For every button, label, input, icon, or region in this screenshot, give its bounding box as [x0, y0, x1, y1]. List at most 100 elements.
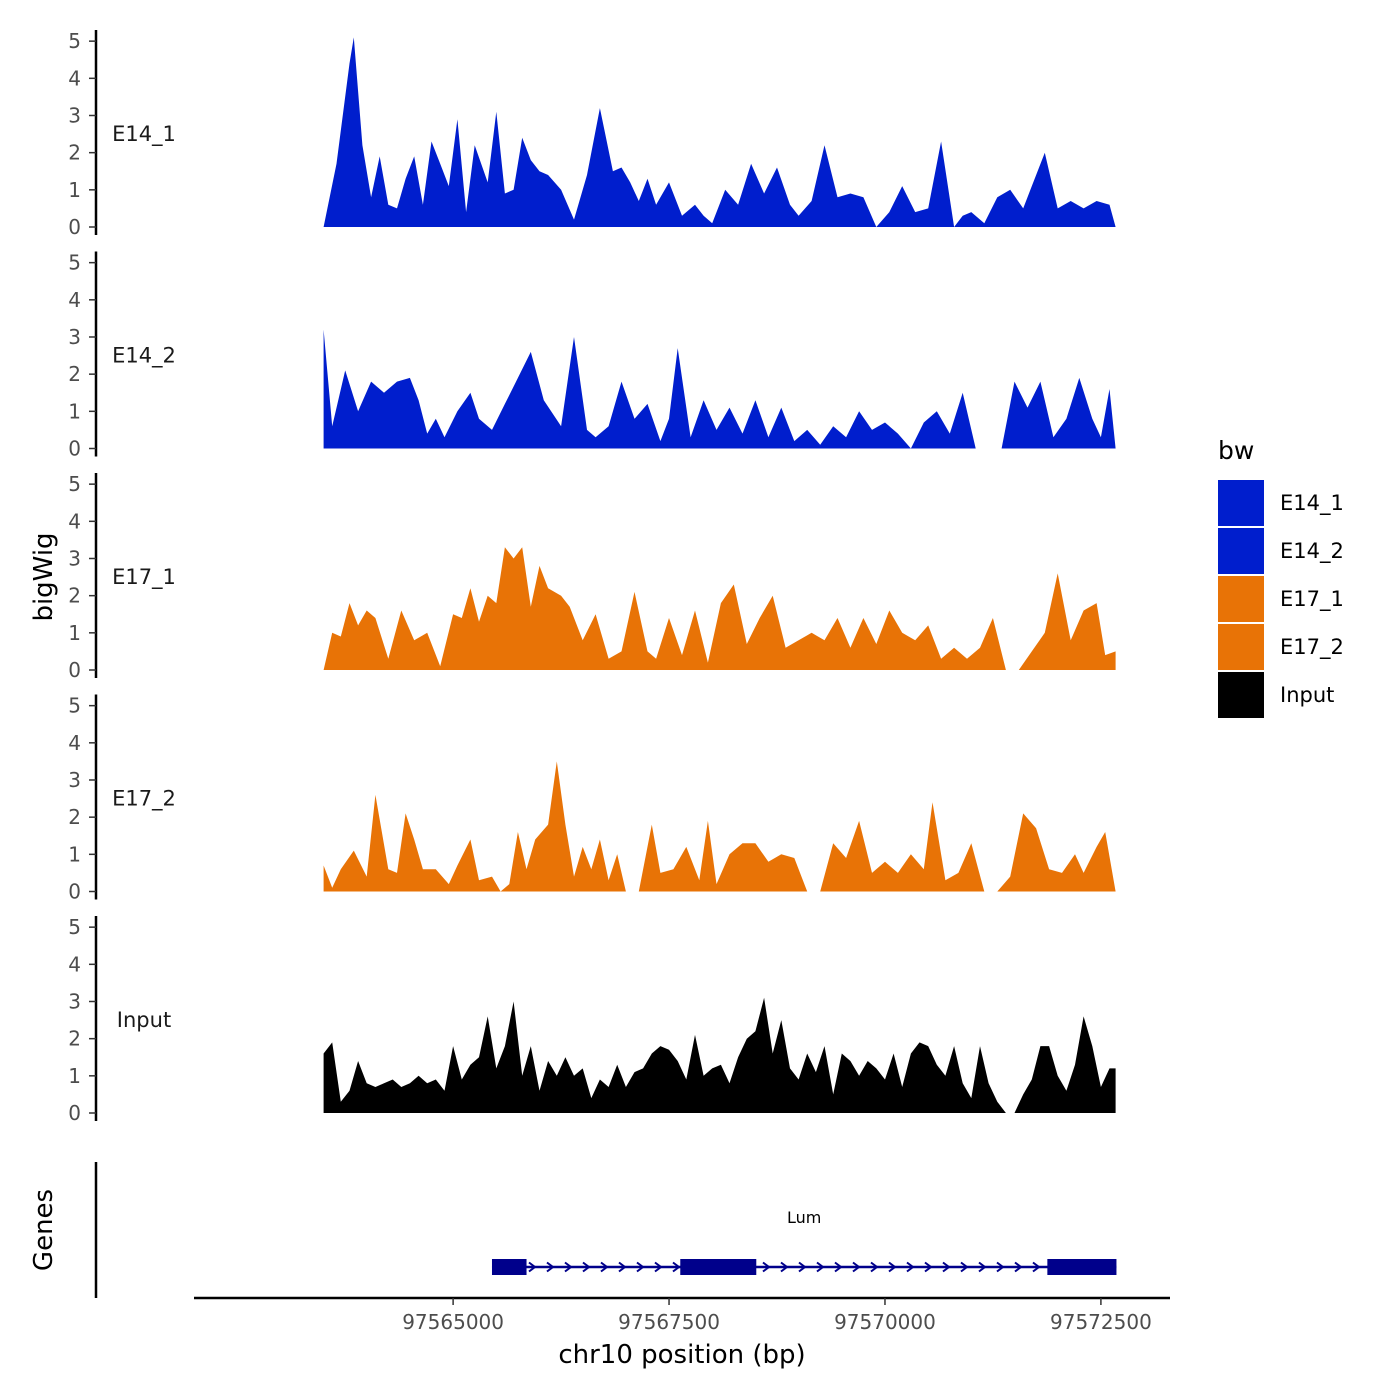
- strand-arrow: [816, 1261, 825, 1273]
- y-tick-label: 3: [68, 325, 81, 349]
- coverage-area-input: [323, 997, 1116, 1113]
- legend-items: E14_1 E14_2 E17_1 E17_2 Input: [1218, 480, 1344, 718]
- y-tick-label: 4: [68, 731, 81, 755]
- strand-arrow: [798, 1261, 807, 1273]
- track-label-e14-1: E14_1: [112, 122, 176, 147]
- strand-arrow: [1032, 1261, 1041, 1273]
- y-tick-label: 5: [68, 694, 81, 718]
- y-tick-label: 3: [68, 546, 81, 570]
- gene-model-lum: [491, 1259, 1117, 1275]
- legend-label: E14_1: [1280, 491, 1344, 516]
- track-label-e17-1: E17_1: [112, 565, 176, 590]
- strand-arrow: [870, 1261, 879, 1273]
- legend-entry-input: Input: [1218, 672, 1334, 718]
- y-tick-label: 0: [68, 437, 81, 461]
- x-tick-label: 97565000: [402, 1310, 504, 1334]
- legend-entry-e17-2: E17_2: [1218, 624, 1344, 670]
- y-axis-title: bigWig: [29, 532, 59, 621]
- legend-entry-e14-2: E14_2: [1218, 528, 1344, 574]
- y-tick-label: 5: [68, 915, 81, 939]
- coverage-tracks: 0 1 2 3 4 5 E14_1 0 1 2 3 4 5 E14_2 0 1 2 3 4 5 E17_1 0 1 2 3 4 5 E…: [68, 29, 1116, 1125]
- y-tick-label: 2: [68, 584, 81, 608]
- legend-label: E17_1: [1280, 587, 1344, 612]
- strand-arrow: [852, 1261, 861, 1273]
- legend-entry-e14-1: E14_1: [1218, 480, 1344, 526]
- track-input: 0 1 2 3 4 5 Input: [68, 915, 1116, 1125]
- strand-arrow: [978, 1261, 987, 1273]
- x-tick-label: 97567500: [618, 1310, 720, 1334]
- y-tick-label: 2: [68, 141, 81, 165]
- legend: bw E14_1 E14_2 E17_1 E17_2 Input: [1218, 436, 1344, 718]
- y-tick-label: 4: [68, 952, 81, 976]
- y-tick-label: 5: [68, 29, 81, 53]
- strand-arrow: [528, 1261, 537, 1273]
- strand-arrow: [654, 1261, 663, 1273]
- y-tick-label: 4: [68, 288, 81, 312]
- strand-arrow: [942, 1261, 951, 1273]
- gene-exon-1: [491, 1259, 527, 1275]
- strand-arrow: [600, 1261, 609, 1273]
- legend-label: E17_2: [1280, 635, 1344, 660]
- legend-title: bw: [1218, 436, 1254, 465]
- strand-arrow: [960, 1261, 969, 1273]
- legend-entry-e17-1: E17_1: [1218, 576, 1344, 622]
- strand-arrow: [564, 1261, 573, 1273]
- y-tick-label: 4: [68, 509, 81, 533]
- strand-arrow: [1014, 1261, 1023, 1273]
- y-tick-label: 0: [68, 215, 81, 239]
- strand-arrow: [636, 1261, 645, 1273]
- y-tick-label: 0: [68, 658, 81, 682]
- y-tick-label: 1: [68, 1064, 81, 1088]
- track-e17-1: 0 1 2 3 4 5 E17_1: [68, 472, 1116, 682]
- track-e14-2: 0 1 2 3 4 5 E14_2: [68, 251, 1116, 461]
- strand-arrow: [924, 1261, 933, 1273]
- coverage-area-e14-1: [323, 37, 1116, 228]
- track-label-e14-2: E14_2: [112, 344, 176, 369]
- y-tick-label: 2: [68, 1027, 81, 1051]
- y-tick-label: 2: [68, 362, 81, 386]
- gene-exon-3: [1047, 1259, 1117, 1275]
- y-tick-label: 0: [68, 1101, 81, 1125]
- strand-arrow: [582, 1261, 591, 1273]
- legend-swatch: [1218, 528, 1264, 574]
- legend-swatch: [1218, 480, 1264, 526]
- y-tick-label: 1: [68, 842, 81, 866]
- y-tick-label: 3: [68, 989, 81, 1013]
- coverage-area-e17-1: [323, 547, 1116, 670]
- strand-arrow: [888, 1261, 897, 1273]
- gene-label-lum: Lum: [787, 1208, 821, 1227]
- strand-arrow: [618, 1261, 627, 1273]
- y-tick-label: 2: [68, 805, 81, 829]
- strand-arrow: [546, 1261, 555, 1273]
- y-tick-label: 0: [68, 880, 81, 904]
- x-axis-title: chr10 position (bp): [558, 1340, 805, 1370]
- strand-arrow: [834, 1261, 843, 1273]
- gene-exon-2: [680, 1259, 757, 1275]
- legend-swatch: [1218, 624, 1264, 670]
- strand-arrow: [996, 1261, 1005, 1273]
- x-axis-ticks: 97565000 97567500 97570000 97572500: [402, 1298, 1152, 1334]
- strand-arrow: [780, 1261, 789, 1273]
- strand-arrow: [762, 1261, 771, 1273]
- x-tick-label: 97570000: [834, 1310, 936, 1334]
- y-tick-label: 3: [68, 103, 81, 127]
- track-e14-1: 0 1 2 3 4 5 E14_1: [68, 29, 1116, 239]
- coverage-area-e14-2: [323, 329, 1116, 449]
- y-tick-label: 1: [68, 621, 81, 645]
- strand-arrow: [906, 1261, 915, 1273]
- strand-arrow: [672, 1261, 681, 1273]
- coverage-area-e17-2: [323, 761, 1116, 892]
- legend-label: Input: [1280, 683, 1334, 707]
- y-tick-label: 3: [68, 768, 81, 792]
- legend-swatch: [1218, 576, 1264, 622]
- track-label-e17-2: E17_2: [112, 787, 176, 812]
- genes-track-title: Genes: [29, 1189, 59, 1271]
- legend-label: E14_2: [1280, 539, 1344, 564]
- y-tick-label: 1: [68, 399, 81, 423]
- y-tick-label: 5: [68, 251, 81, 275]
- legend-swatch: [1218, 672, 1264, 718]
- track-label-input: Input: [117, 1008, 171, 1032]
- x-tick-label: 97572500: [1050, 1310, 1152, 1334]
- y-tick-label: 4: [68, 66, 81, 90]
